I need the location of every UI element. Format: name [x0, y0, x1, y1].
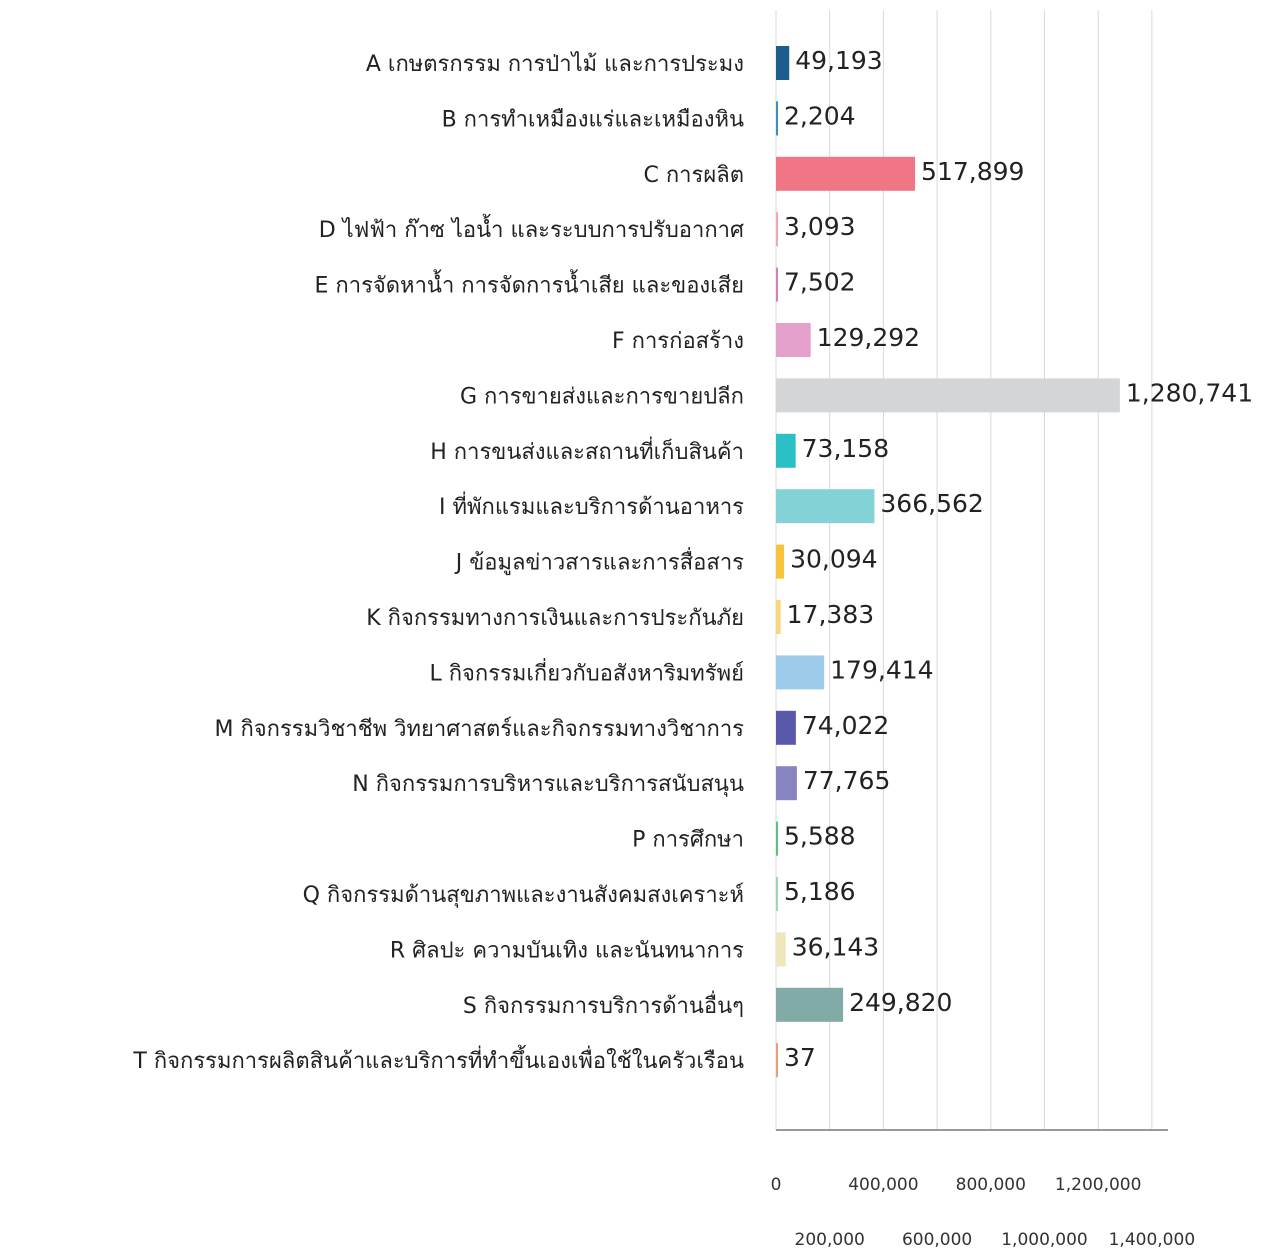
- bar: [776, 434, 796, 468]
- y-tick-label: H การขนส่งและสถานที่เก็บสินค้า: [430, 436, 744, 465]
- y-tick-label: K กิจกรรมทางการเงินและการประกันภัย: [366, 606, 744, 631]
- value-label: 73,158: [802, 434, 889, 463]
- y-tick-label: J ข้อมูลข่าวสารและการสื่อสาร: [454, 547, 744, 576]
- y-tick-label: F การก่อสร้าง: [612, 329, 744, 354]
- x-tick-label: 1,400,000: [1109, 1230, 1196, 1250]
- value-label: 366,562: [880, 489, 983, 518]
- x-tick-label: 200,000: [795, 1230, 865, 1250]
- bar: [776, 212, 778, 246]
- bar: [776, 600, 781, 634]
- x-tick-label: 1,200,000: [1055, 1175, 1142, 1195]
- y-tick-label: A เกษตรกรรม การป่าไม้ และการประมง: [366, 51, 744, 77]
- bar: [776, 378, 1120, 412]
- x-tick-label: 0: [771, 1175, 782, 1195]
- bar: [776, 545, 784, 579]
- y-tick-label: M กิจกรรมวิชาชีพ วิทยาศาสตร์และกิจกรรมทา…: [214, 717, 744, 742]
- x-tick-label: 600,000: [902, 1230, 972, 1250]
- bar: [776, 323, 811, 357]
- x-tick-label: 1,000,000: [1001, 1230, 1088, 1250]
- value-label: 1,280,741: [1126, 378, 1253, 407]
- y-tick-label: I ที่พักแรมและบริการด้านอาหาร: [439, 491, 744, 520]
- value-label: 3,093: [784, 212, 856, 241]
- value-label: 77,765: [803, 766, 890, 795]
- value-label: 249,820: [849, 988, 952, 1017]
- y-tick-label: L กิจกรรมเกี่ยวกับอสังหาริมทรัพย์: [429, 657, 744, 686]
- y-tick-label: Q กิจกรรมด้านสุขภาพและงานสังคมสงเคราะห์: [303, 883, 744, 908]
- y-tick-label: S กิจกรรมการบริการด้านอื่นๆ: [463, 990, 744, 1019]
- x-tick-label: 400,000: [848, 1175, 918, 1195]
- value-label: 7,502: [784, 268, 856, 297]
- y-tick-label: E การจัดหาน้ำ การจัดการน้ำเสีย และของเสี…: [315, 270, 745, 299]
- value-label: 129,292: [817, 323, 920, 352]
- value-label: 30,094: [790, 545, 877, 574]
- value-label: 5,588: [784, 822, 856, 851]
- y-tick-label: G การขายส่งและการขายปลีก: [460, 384, 744, 409]
- value-label: 5,186: [784, 877, 856, 906]
- value-label: 49,193: [795, 46, 882, 75]
- bar: [776, 711, 796, 745]
- value-label: 517,899: [921, 157, 1024, 186]
- bar: [776, 655, 824, 689]
- bar: [776, 489, 874, 523]
- value-label: 36,143: [792, 932, 879, 961]
- bar: [776, 877, 778, 911]
- value-label: 179,414: [830, 655, 933, 684]
- bar: [776, 766, 797, 800]
- bar: [776, 822, 778, 856]
- value-label: 74,022: [802, 711, 889, 740]
- chart: 0 200,000 400,000 600,000 800,000 1,000,000 1,…: [0, 0, 1279, 1260]
- y-tick-label: R ศิลปะ ความบันเทิง และนันทนาการ: [390, 938, 744, 963]
- value-label: 17,383: [787, 600, 874, 629]
- y-tick-label: T กิจกรรมการผลิตสินค้าและบริการที่ทำขึ้น…: [132, 1045, 744, 1074]
- x-tick-label: 800,000: [956, 1175, 1026, 1195]
- bar: [776, 101, 778, 135]
- value-label: 37: [784, 1043, 816, 1072]
- value-label: 2,204: [784, 101, 856, 130]
- y-tick-label: B การทำเหมืองแร่และเหมืองหิน: [442, 107, 744, 132]
- bar: [776, 988, 843, 1022]
- y-tick-label: P การศึกษา: [632, 828, 744, 853]
- page: 0 200,000 400,000 600,000 800,000 1,000,000 1,…: [0, 0, 1279, 1260]
- y-tick-label: N กิจกรรมการบริหารและบริการสนับสนุน: [352, 772, 744, 797]
- bar: [776, 932, 786, 966]
- y-tick-label: C การผลิต: [643, 163, 744, 188]
- bar: [776, 157, 915, 191]
- bar: [776, 268, 778, 302]
- bar: [776, 1043, 778, 1077]
- y-tick-label: D ไฟฟ้า ก๊าซ ไอน้ำ และระบบการปรับอากาศ: [319, 214, 744, 243]
- bar: [776, 46, 789, 80]
